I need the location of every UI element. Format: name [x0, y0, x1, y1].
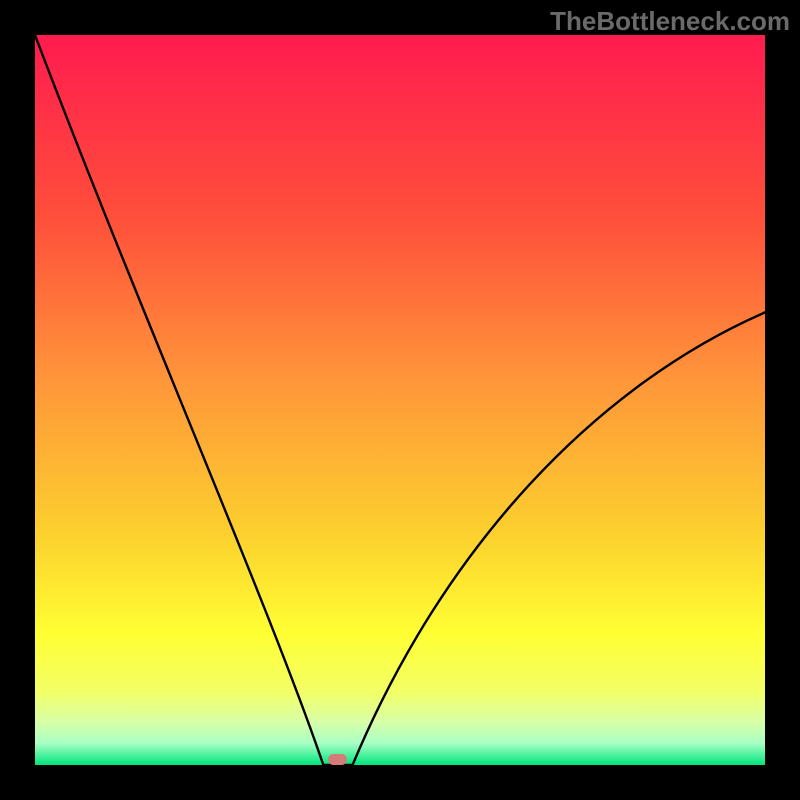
curve-path [35, 35, 765, 765]
bottleneck-curve [35, 35, 765, 765]
plot-area [35, 35, 765, 765]
optimum-marker [328, 754, 347, 765]
watermark-label: TheBottleneck.com [550, 6, 790, 37]
